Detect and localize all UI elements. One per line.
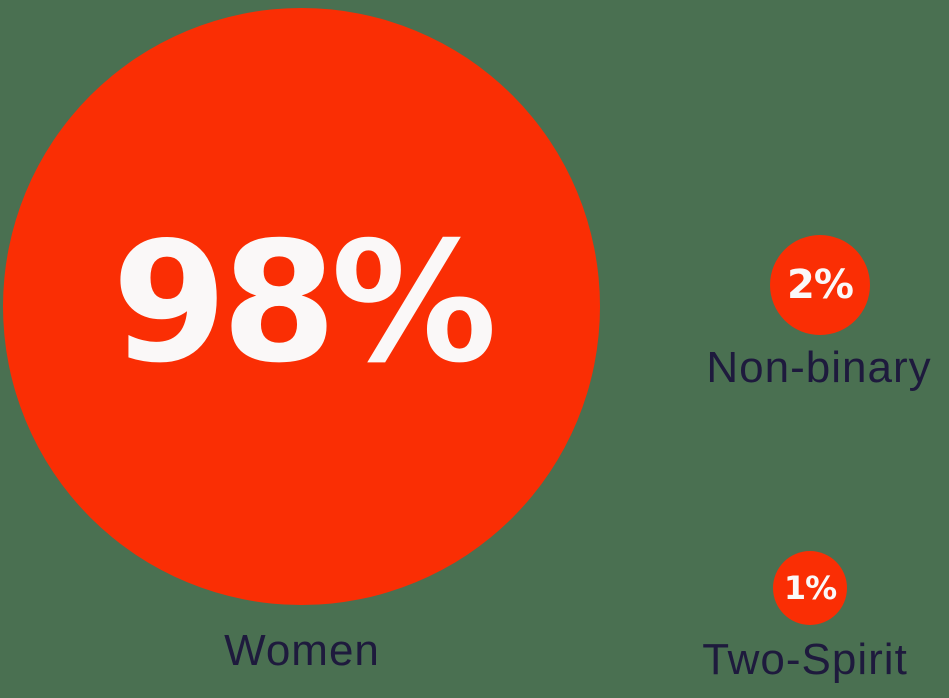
women-value-label: 98% bbox=[111, 206, 497, 400]
women-bubble: 98% bbox=[3, 8, 600, 605]
two-spirit-bubble: 1% bbox=[773, 551, 847, 625]
women-category-label: Women bbox=[224, 626, 380, 675]
non-binary-bubble: 2% bbox=[770, 235, 870, 335]
two-spirit-category-label: Two-Spirit bbox=[702, 635, 908, 684]
two-spirit-value-label: 1% bbox=[783, 569, 837, 607]
non-binary-value-label: 2% bbox=[787, 262, 854, 308]
non-binary-category-label: Non-binary bbox=[706, 343, 932, 392]
